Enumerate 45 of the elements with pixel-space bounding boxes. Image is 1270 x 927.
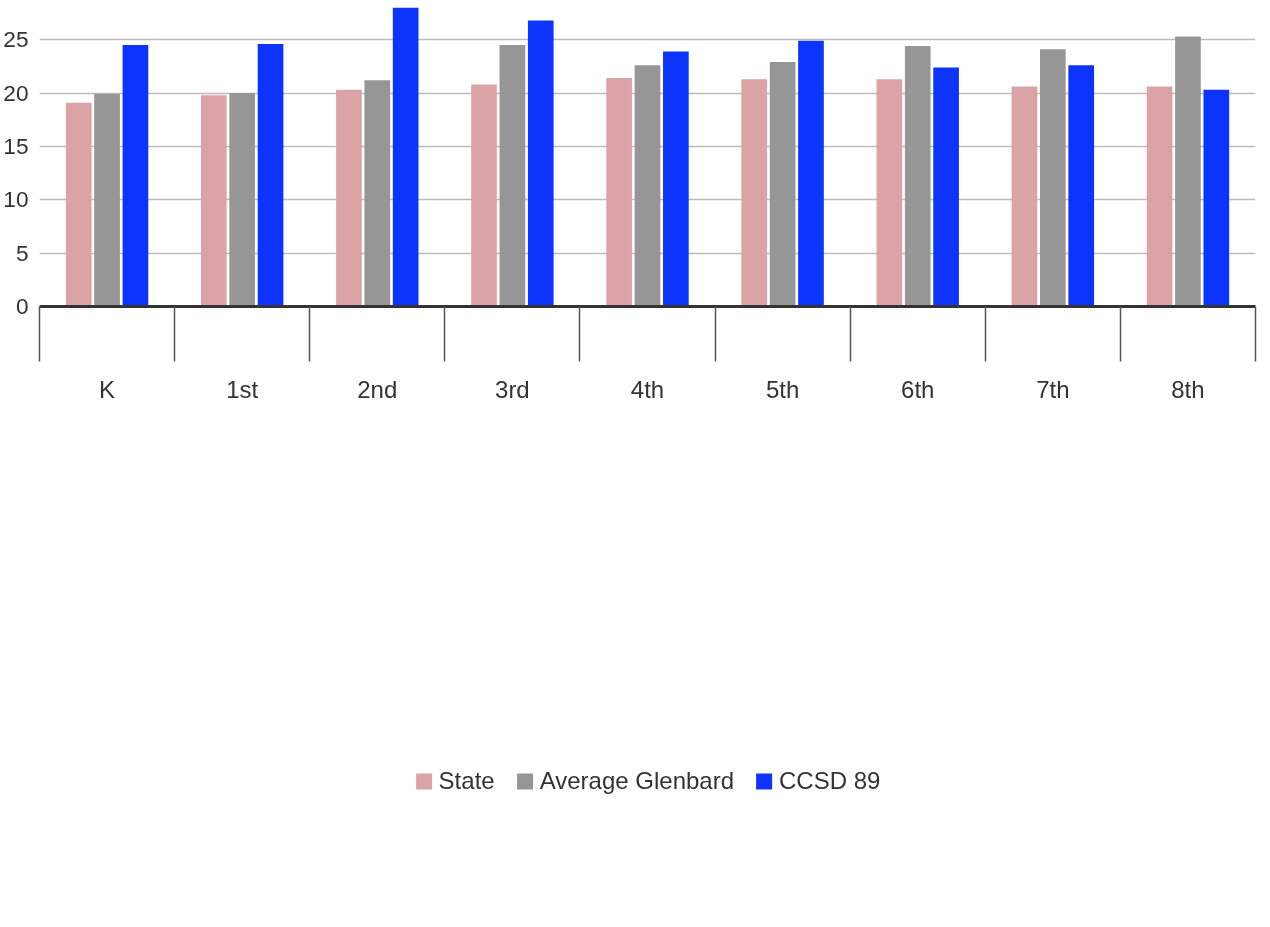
bar	[471, 84, 497, 307]
bar	[933, 67, 959, 307]
x-tick-label: 1st	[226, 375, 259, 403]
bar	[1011, 86, 1038, 307]
y-tick-label: 25	[3, 26, 29, 53]
bar	[663, 51, 689, 307]
y-tick-label: 15	[3, 132, 29, 159]
x-tick-label: 4th	[630, 375, 665, 403]
bar	[336, 89, 362, 307]
bar	[1175, 36, 1201, 307]
bar	[1146, 86, 1173, 307]
bar	[904, 46, 931, 307]
bar	[741, 79, 768, 307]
bar	[257, 43, 284, 307]
bar	[200, 95, 227, 307]
y-tick-label: 5	[15, 239, 29, 266]
bar	[364, 80, 391, 307]
bar	[876, 79, 903, 307]
x-tick-label: K	[99, 375, 116, 403]
bar	[1040, 49, 1066, 307]
bar	[65, 102, 92, 307]
x-tick-label: 3rd	[495, 375, 530, 403]
x-tick-label: 8th	[1171, 375, 1205, 403]
legend-label: State	[438, 766, 495, 795]
bar	[634, 65, 661, 307]
bar	[229, 93, 255, 307]
legend-label: CCSD 89	[779, 766, 881, 795]
x-tick-label: 2nd	[357, 375, 398, 403]
bar	[606, 78, 632, 307]
y-tick-label: 10	[3, 186, 29, 213]
bar	[798, 40, 824, 307]
bar	[769, 62, 796, 307]
y-tick-label: 20	[3, 79, 29, 106]
bar	[94, 94, 120, 307]
bar	[122, 44, 149, 307]
y-tick-label: 0	[15, 293, 29, 319]
bar	[527, 20, 554, 307]
bar	[499, 44, 526, 307]
legend-label: Average Glenbard	[539, 766, 735, 795]
x-tick-label: 5th	[765, 375, 800, 403]
bar	[1203, 89, 1230, 307]
bar	[392, 7, 419, 307]
x-tick-label: 6th	[901, 375, 935, 403]
x-tick-label: 7th	[1036, 375, 1070, 403]
bar	[1068, 65, 1095, 307]
